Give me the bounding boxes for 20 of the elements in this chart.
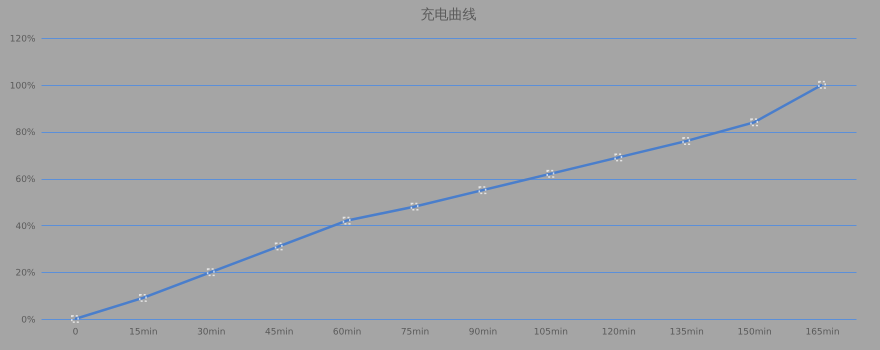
x-tick-label: 75min: [400, 328, 430, 338]
x-tick-label: 120min: [602, 328, 636, 338]
y-tick-label: 40%: [15, 222, 36, 232]
x-tick-label: 135min: [670, 328, 704, 338]
x-tick-label: 90min: [468, 328, 498, 338]
y-tick-label: 120%: [10, 34, 36, 44]
x-tick-label: 0: [72, 328, 79, 338]
y-tick-label: 60%: [15, 175, 36, 185]
x-tick-label: 105min: [534, 328, 568, 338]
y-tick-label: 80%: [15, 128, 36, 138]
y-tick-label: 100%: [10, 81, 36, 92]
y-tick-label: 0%: [21, 316, 36, 326]
y-tick-label: 20%: [15, 268, 36, 279]
x-tick-label: 150min: [738, 328, 772, 338]
chart-title: 充电曲线: [420, 7, 476, 23]
x-tick-label: 60min: [332, 328, 362, 338]
x-tick-label: 15min: [129, 328, 158, 338]
x-tick-label: 30min: [197, 328, 226, 338]
x-tick-label: 165min: [805, 328, 840, 338]
x-tick-label: 45min: [264, 328, 294, 338]
